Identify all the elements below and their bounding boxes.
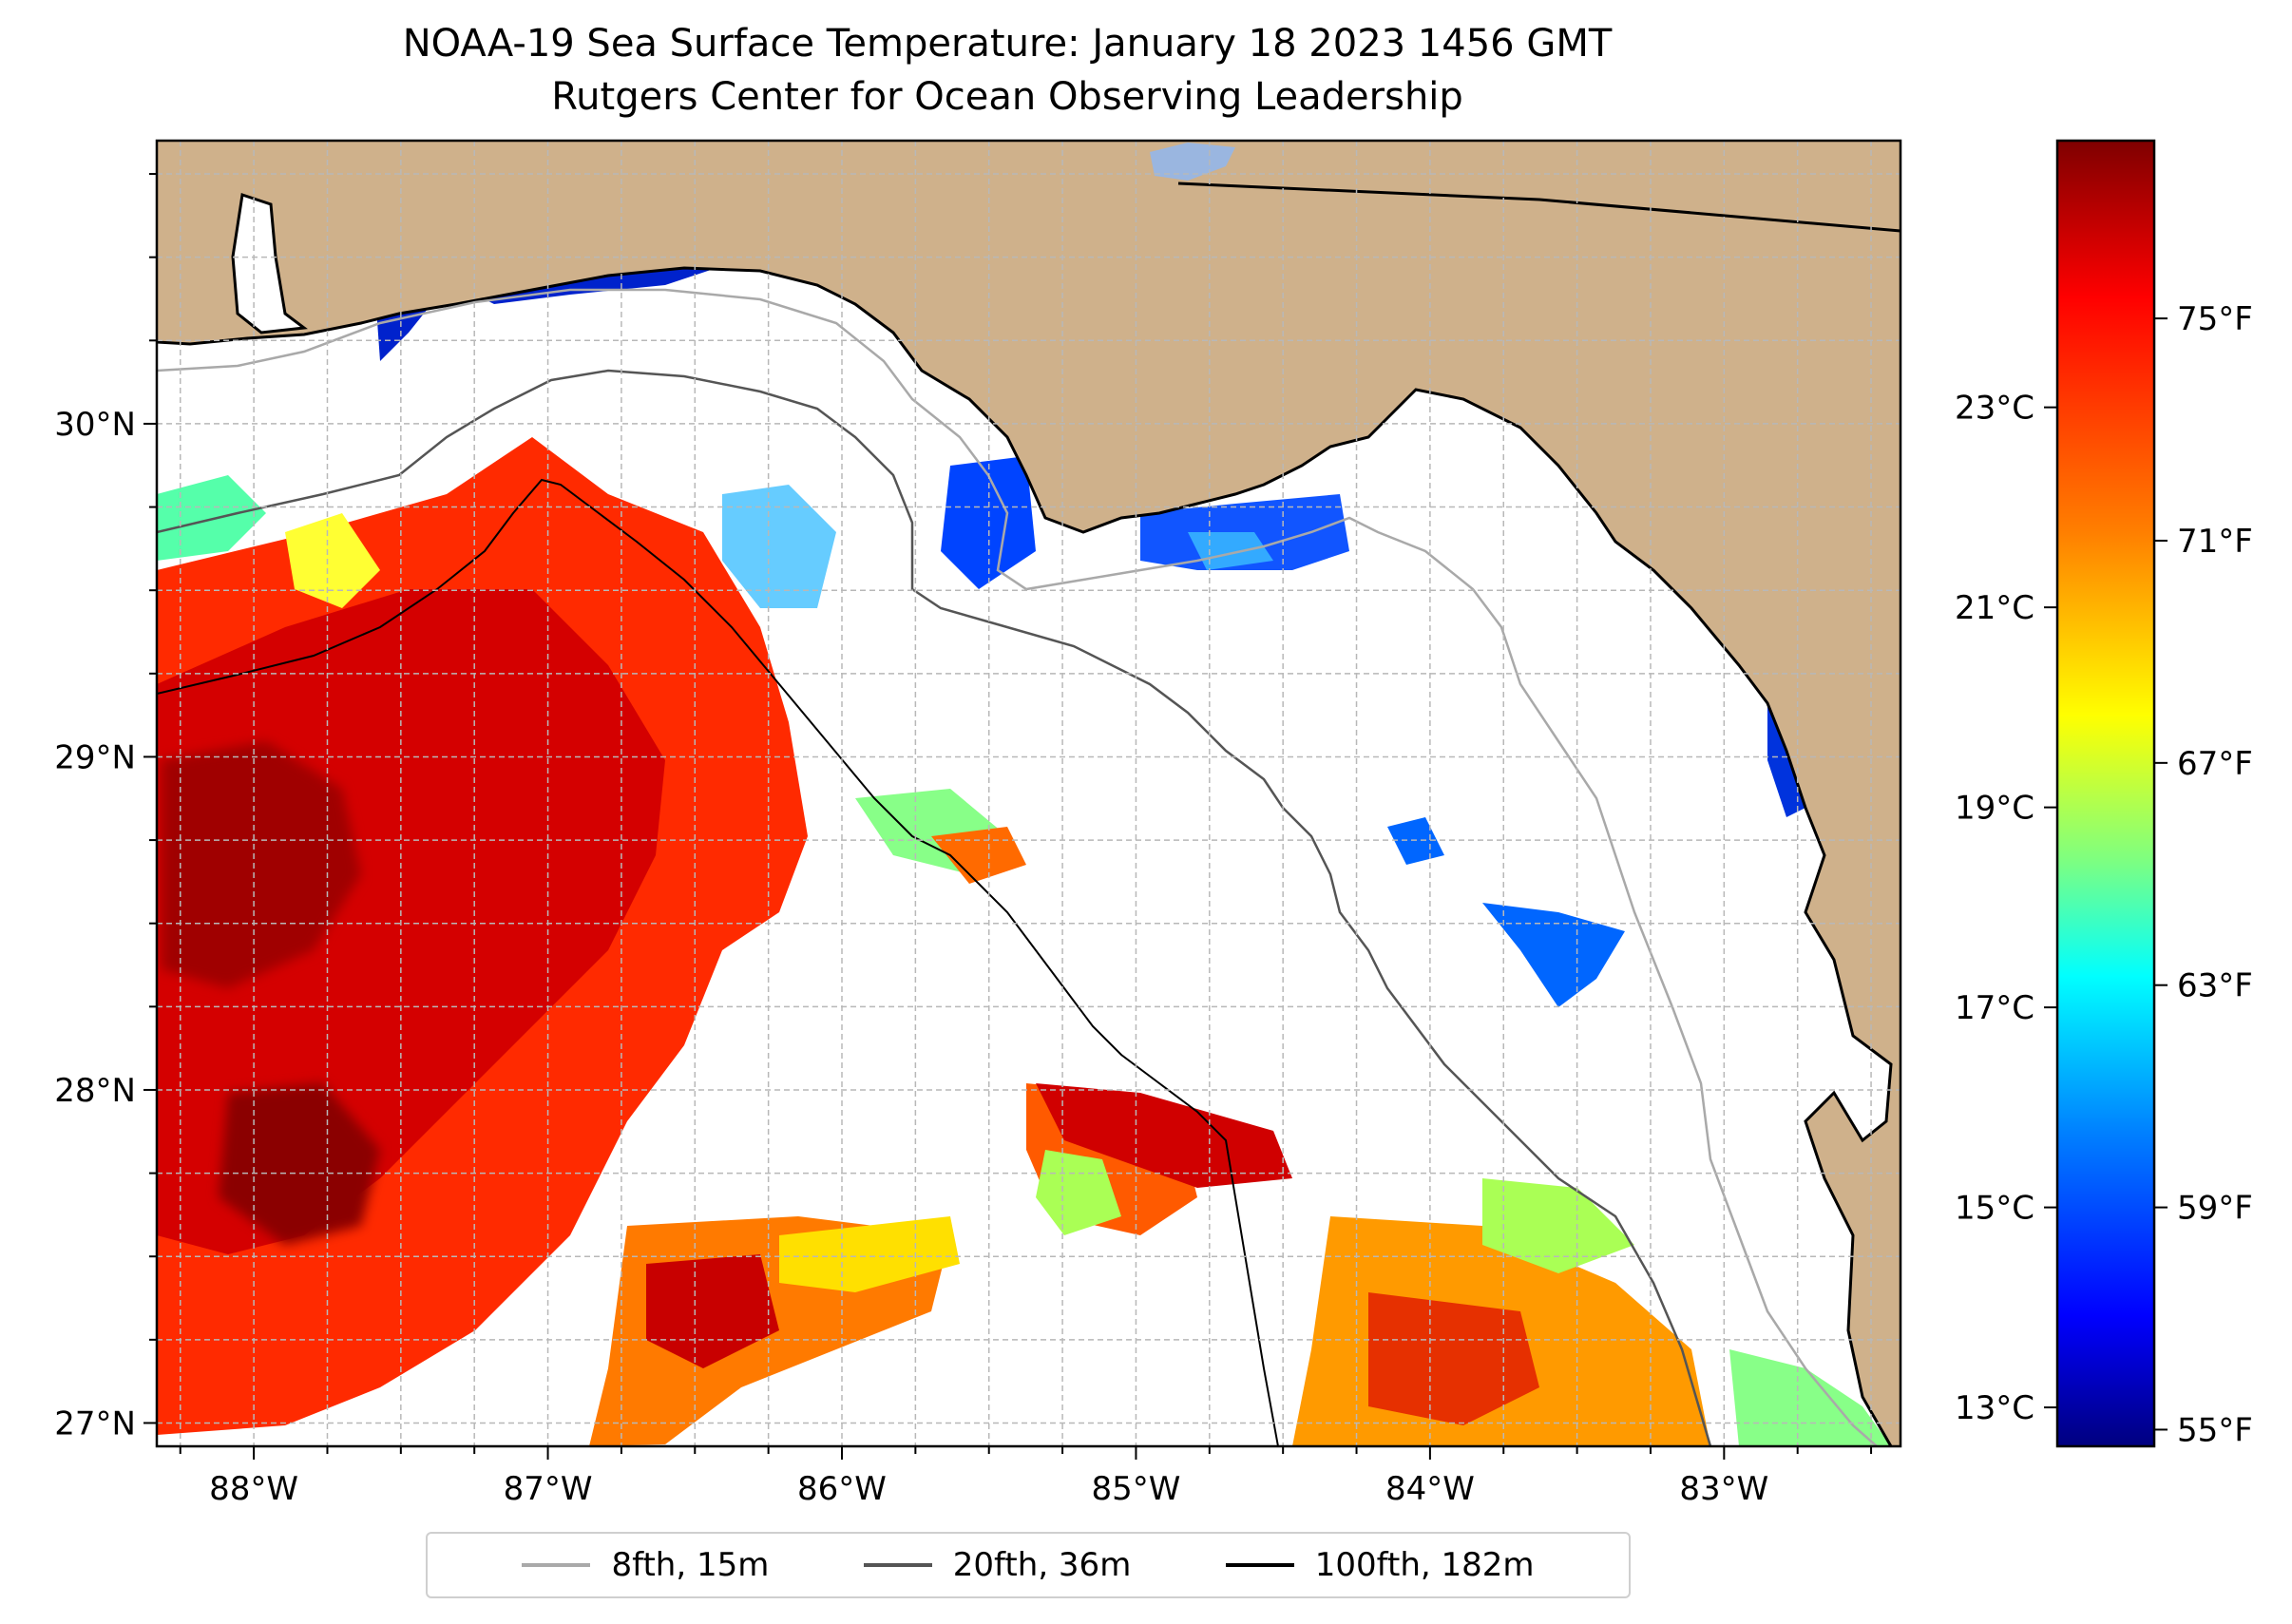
colorbar-label-c: 19°C: [1955, 790, 2034, 828]
map-frame: [155, 139, 1902, 1448]
coastline: [157, 266, 1893, 1446]
isobath-legend: 8fth, 15m 20fth, 36m 100fth, 182m: [426, 1532, 1631, 1598]
isobath-8fth: [157, 288, 1878, 1446]
isobath-20fth: [157, 369, 1712, 1446]
colorbar-label-f: 67°F: [2177, 745, 2253, 783]
colorbar-label-c: 15°C: [1955, 1190, 2034, 1228]
lat-tick-label: 28°N: [54, 1072, 136, 1110]
legend-swatch: [863, 1563, 932, 1567]
legend-label: 20fth, 36m: [952, 1546, 1132, 1584]
latitude-axis: 27°N 28°N 29°N 30°N: [54, 173, 157, 1442]
mobile-bay: [231, 193, 308, 334]
longitude-axis: 88°W 87°W 86°W 85°W 84°W 83°W: [179, 1446, 1873, 1508]
lat-tick-label: 30°N: [54, 406, 136, 444]
lat-tick-label: 27°N: [54, 1404, 136, 1442]
lon-tick-label: 88°W: [209, 1470, 298, 1508]
map-subtitle: Rutgers Center for Ocean Observing Leade…: [551, 75, 1463, 119]
lon-tick-label: 84°W: [1385, 1470, 1475, 1508]
colorbar-label-f: 63°F: [2177, 967, 2253, 1005]
land-mass: [157, 141, 1900, 1446]
legend-swatch: [1225, 1563, 1294, 1567]
map-title: NOAA-19 Sea Surface Temperature: January…: [402, 22, 1613, 66]
colorbar-label-f: 71°F: [2177, 523, 2253, 561]
colorbar-celsius-ticks: 23°C 21°C 19°C 17°C 15°C 13°C: [1955, 390, 2057, 1427]
colorbar-fahrenheit-ticks: 75°F 71°F 67°F 63°F 59°F 55°F: [2154, 300, 2253, 1449]
legend-item-8fth: 8fth, 15m: [522, 1546, 769, 1584]
legend-item-20fth: 20fth, 36m: [863, 1546, 1132, 1584]
legend-swatch: [522, 1563, 591, 1567]
colorbar-label-f: 59°F: [2177, 1190, 2253, 1228]
map-gridlines: [157, 141, 1900, 1446]
lat-tick-label: 29°N: [54, 738, 136, 776]
colorbar: 75°F 71°F 67°F 63°F 59°F 55°F 23°C 21°C 19°C 17°…: [1955, 139, 2253, 1449]
colorbar-label-c: 13°C: [1955, 1389, 2034, 1427]
colorbar-label-f: 75°F: [2177, 300, 2253, 338]
isobath-100fth: [157, 478, 1279, 1446]
colorbar-label-f: 55°F: [2177, 1411, 2253, 1449]
colorbar-label-c: 17°C: [1955, 989, 2034, 1027]
inland-lake: [1150, 143, 1235, 181]
lon-tick-label: 87°W: [504, 1470, 593, 1508]
legend-label: 8fth, 15m: [611, 1546, 770, 1584]
lon-tick-label: 86°W: [797, 1470, 887, 1508]
state-boundary: [1177, 182, 1900, 233]
legend-label: 100fth, 182m: [1314, 1546, 1535, 1584]
colorbar-label-c: 21°C: [1955, 589, 2034, 627]
colorbar-gradient: [2055, 139, 2156, 1448]
colorbar-label-c: 23°C: [1955, 390, 2034, 428]
lon-tick-label: 83°W: [1679, 1470, 1768, 1508]
map-panel: [157, 141, 1900, 1446]
lon-tick-label: 85°W: [1092, 1470, 1181, 1508]
legend-item-100fth: 100fth, 182m: [1225, 1546, 1535, 1584]
